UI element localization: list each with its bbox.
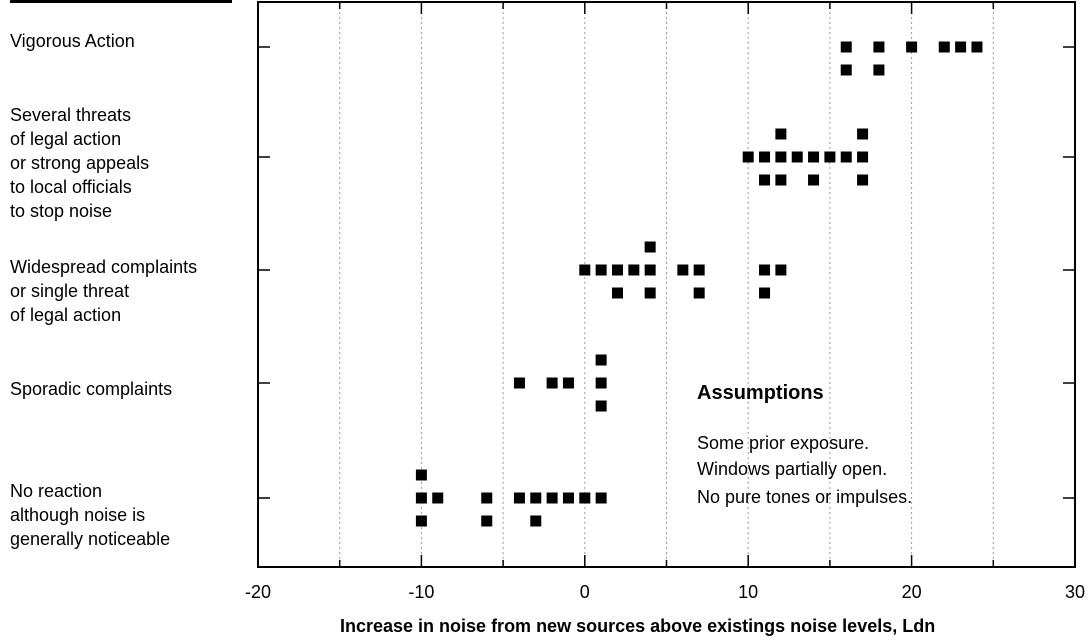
assumption-line-2: Windows partially open. — [697, 459, 888, 479]
data-point — [759, 174, 771, 186]
data-point — [546, 492, 558, 504]
data-point — [513, 492, 525, 504]
data-point — [693, 264, 705, 276]
data-point — [906, 41, 918, 53]
data-point — [857, 151, 869, 163]
x-tick-label: 20 — [902, 582, 922, 602]
data-point — [677, 264, 689, 276]
assumption-line-3: No pure tones or impulses. — [697, 487, 913, 507]
data-point — [938, 41, 950, 53]
data-point — [808, 151, 820, 163]
category-label: No reaction although noise is generally … — [10, 481, 171, 549]
data-point — [579, 264, 591, 276]
data-point — [808, 174, 820, 186]
data-point — [857, 174, 869, 186]
data-point — [415, 469, 427, 481]
data-point — [513, 377, 525, 389]
data-point — [415, 492, 427, 504]
data-point — [562, 377, 574, 389]
data-point — [611, 287, 623, 299]
data-point — [824, 151, 836, 163]
data-point — [693, 287, 705, 299]
data-point — [595, 354, 607, 366]
data-point — [644, 287, 656, 299]
data-point — [595, 400, 607, 412]
data-point — [840, 151, 852, 163]
data-point — [791, 151, 803, 163]
assumptions-title: Assumptions — [697, 382, 824, 404]
data-point — [840, 41, 852, 53]
data-point — [775, 128, 787, 140]
data-point — [775, 174, 787, 186]
data-point — [857, 128, 869, 140]
x-tick-label: -10 — [408, 582, 434, 602]
header-rule — [10, 0, 232, 3]
data-point — [775, 151, 787, 163]
data-point — [759, 287, 771, 299]
data-point — [579, 492, 591, 504]
data-point — [873, 41, 885, 53]
data-point — [628, 264, 640, 276]
data-point — [481, 492, 493, 504]
data-point — [595, 377, 607, 389]
category-label: Several threats of legal action or stron… — [10, 105, 150, 221]
data-point — [530, 515, 542, 527]
data-point — [759, 151, 771, 163]
x-tick-label: -20 — [245, 582, 271, 602]
data-point — [562, 492, 574, 504]
data-point — [611, 264, 623, 276]
data-point — [873, 64, 885, 76]
data-point — [530, 492, 542, 504]
x-tick-label: 0 — [580, 582, 590, 602]
data-point — [644, 264, 656, 276]
category-label: Sporadic complaints — [10, 379, 173, 399]
data-point — [595, 264, 607, 276]
category-label: Widespread complaints or single threat o… — [10, 257, 198, 325]
data-point — [742, 151, 754, 163]
data-point — [971, 41, 983, 53]
data-point — [595, 492, 607, 504]
data-point — [415, 515, 427, 527]
x-tick-label: 10 — [738, 582, 758, 602]
data-point — [481, 515, 493, 527]
data-point — [955, 41, 967, 53]
x-axis-label: Increase in noise from new sources above… — [340, 616, 936, 636]
data-point — [432, 492, 444, 504]
data-point — [546, 377, 558, 389]
category-label: Vigorous Action — [10, 31, 135, 51]
data-point — [840, 64, 852, 76]
x-tick-label: 30 — [1065, 582, 1085, 602]
data-point — [775, 264, 787, 276]
data-point — [644, 241, 656, 253]
data-point — [759, 264, 771, 276]
assumption-line-1: Some prior exposure. — [697, 433, 870, 453]
